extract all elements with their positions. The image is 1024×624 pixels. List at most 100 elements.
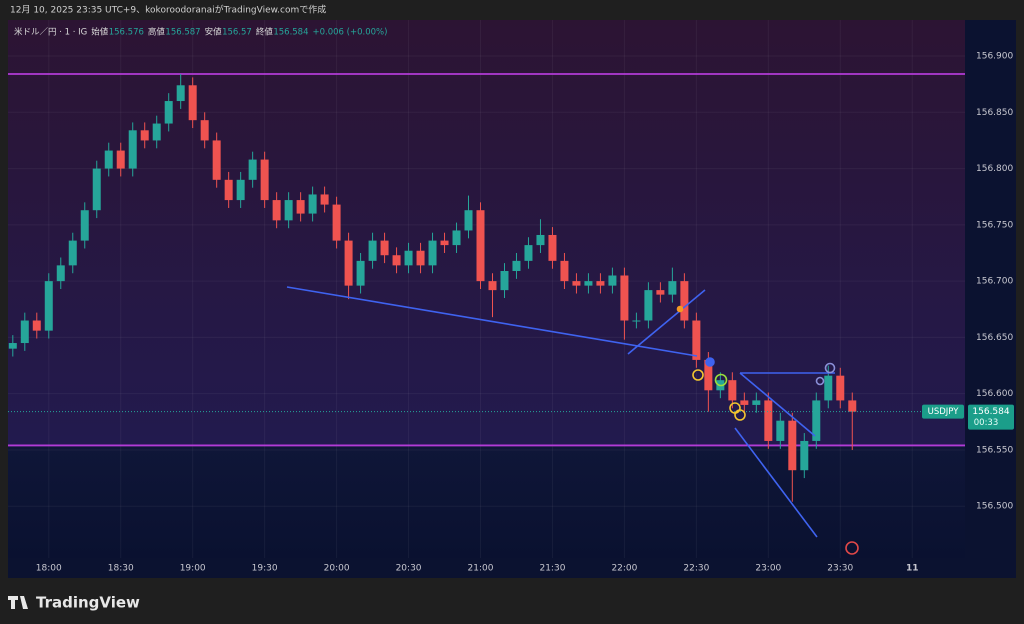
candle-body [848, 400, 857, 412]
candle-body [728, 380, 737, 401]
candle-body [56, 265, 65, 282]
candle-body [620, 275, 629, 321]
candle-body [500, 270, 509, 291]
marker [824, 362, 836, 374]
candle-body [164, 101, 173, 124]
marker [734, 409, 746, 421]
y-tick-label: 156.550 [976, 445, 1013, 455]
y-tick-label: 156.650 [976, 333, 1013, 343]
x-tick-label: 18:00 [36, 564, 62, 574]
legend-close: 156.584 [273, 28, 308, 38]
candle-body [584, 281, 593, 286]
x-tick-label: 20:00 [324, 564, 350, 574]
candle-body [332, 204, 341, 241]
candle-body [812, 400, 821, 441]
price-axis [965, 20, 1016, 578]
x-tick-label: 18:30 [108, 564, 134, 574]
candle-body [260, 159, 269, 201]
candle-body [752, 400, 761, 405]
logo: TradingView [8, 594, 140, 612]
candle-body [284, 200, 293, 221]
y-tick-label: 156.900 [976, 52, 1013, 62]
candle-body [464, 210, 473, 231]
alert-icon[interactable] [845, 541, 859, 555]
tag-value: 156.584 [972, 407, 1009, 417]
marker [714, 373, 728, 387]
candle-body [8, 343, 17, 349]
legend-change: +0.006 (+0.00%) [313, 28, 388, 38]
y-tick-label: 156.500 [976, 502, 1013, 512]
candle-body [248, 159, 257, 180]
candle-body [32, 320, 41, 331]
candle-body [152, 123, 161, 141]
candle-body [404, 250, 413, 266]
x-tick-label: 22:00 [611, 564, 637, 574]
candle-body [416, 250, 425, 266]
legend-low: 156.57 [222, 28, 252, 38]
legend-open: 156.576 [109, 28, 144, 38]
plot [8, 73, 965, 502]
candle-body [800, 440, 809, 471]
candle-body [128, 130, 137, 169]
x-tick-label: 23:30 [827, 564, 853, 574]
drawings [286, 286, 859, 555]
candle-body [632, 320, 641, 322]
candle-body [392, 255, 401, 266]
candle-body [452, 230, 461, 246]
y-tick-label: 156.700 [976, 277, 1013, 287]
x-tick-label: 11 [906, 564, 919, 574]
legend-high: 156.587 [165, 28, 200, 38]
y-tick-label: 156.850 [976, 108, 1013, 118]
candle-body [92, 168, 101, 211]
candle-body [548, 234, 557, 261]
candle-body [524, 245, 533, 261]
time-axis [8, 558, 965, 578]
candle-body [308, 194, 317, 214]
candle-body [80, 210, 89, 241]
candle-body [608, 275, 617, 286]
marker [815, 376, 825, 386]
candle-body [488, 281, 497, 291]
candle-body [692, 320, 701, 360]
header: 12月 10, 2025 23:35 UTC+9、kokoroodoranaiが… [10, 4, 326, 16]
brand: TradingView [36, 594, 140, 612]
y-tick-label: 156.600 [976, 389, 1013, 399]
candle-body [644, 290, 653, 321]
x-tick-label: 19:00 [180, 564, 206, 574]
candle-body [680, 281, 689, 321]
range-bg [8, 20, 965, 446]
x-tick-label: 21:00 [468, 564, 494, 574]
y-tick-label: 156.750 [976, 220, 1013, 230]
candle-body [668, 281, 677, 295]
candle-body [788, 420, 797, 471]
x-tick-label: 22:30 [683, 564, 709, 574]
candle-body [476, 210, 485, 282]
candle-body [380, 240, 389, 256]
candle-body [656, 290, 665, 295]
legend-symbol: 米ドル／円 · 1 · IG [14, 27, 87, 38]
candle-body [836, 375, 845, 401]
candle-body [200, 120, 209, 141]
candle-body [188, 85, 197, 121]
candle-body [296, 200, 305, 214]
y-tick-label: 156.800 [976, 164, 1013, 174]
legend-high-label: 高値 [148, 27, 166, 38]
candle-body [824, 375, 833, 401]
candle-body [536, 234, 545, 246]
candle-body [356, 260, 365, 286]
trend-line [739, 372, 816, 437]
x-tick-label: 19:30 [252, 564, 278, 574]
candle-body [68, 240, 77, 266]
candle-body [368, 240, 377, 261]
x-tick-label: 20:30 [396, 564, 422, 574]
legend-low-label: 安値 [205, 27, 223, 38]
candle-body [104, 150, 113, 169]
x-tick-label: 21:30 [539, 564, 565, 574]
candle-body [272, 200, 281, 221]
candle-body [20, 320, 29, 344]
candle-body [44, 281, 53, 331]
price-tag: USDJPY 156.584 00:33 [922, 404, 1014, 430]
candle-body [212, 140, 221, 180]
candle-body [572, 281, 581, 286]
